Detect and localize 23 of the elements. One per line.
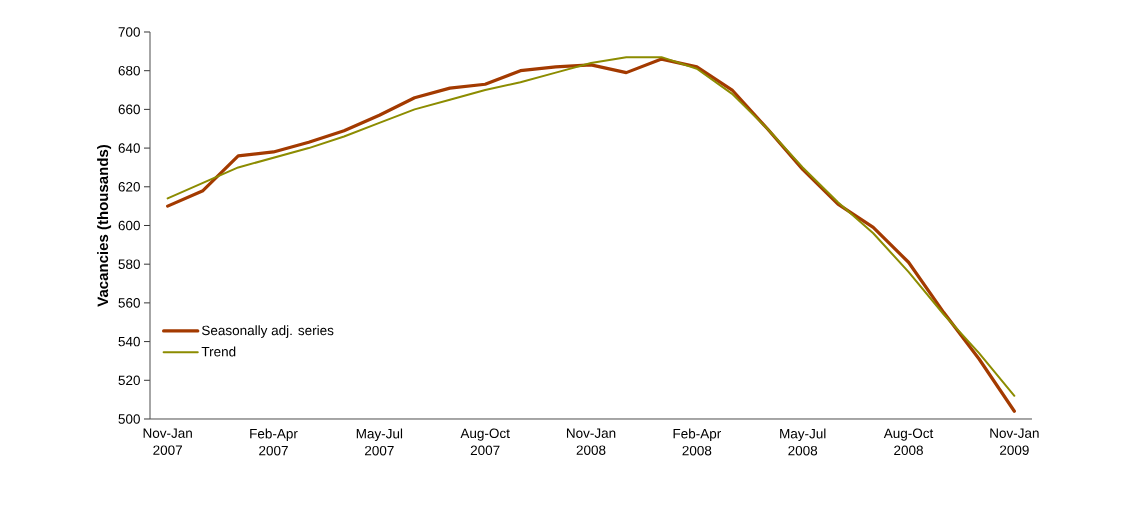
y-tick-label: 520: [118, 375, 140, 386]
y-tick-label: 700: [118, 27, 140, 37]
y-tick-label: 680: [118, 65, 140, 76]
y-tick-label: 660: [118, 104, 140, 115]
y-tick-label: 500: [118, 414, 140, 424]
y-tick-label: 640: [118, 143, 140, 153]
x-tick-label: Feb-Apr 2007: [250, 428, 298, 456]
x-tick-label: Feb-Apr 2008: [673, 428, 721, 456]
legend-label: Trend: [201, 346, 236, 357]
y-axis-title: Vacancies (thousands): [97, 144, 112, 307]
y-tick-label: 580: [118, 259, 140, 269]
x-tick-label: Aug-Oct 2007: [460, 428, 510, 456]
x-tick-label: Aug-Oct 2008: [883, 428, 934, 456]
x-tick-label: Nov-Jan 2007: [143, 428, 192, 455]
legend-label: Seasonally adj. series: [201, 325, 334, 338]
y-tick-label: 540: [118, 336, 140, 347]
x-tick-label: Nov-Jan 2008: [566, 428, 616, 455]
x-tick-label: May-Jul 2008: [780, 428, 826, 456]
y-tick-label: 560: [118, 298, 140, 308]
y-tick-label: 600: [118, 220, 140, 231]
y-tick-label: 620: [118, 182, 140, 192]
x-tick-label: May-Jul 2007: [356, 428, 403, 456]
x-tick-label: Nov-Jan 2009: [990, 428, 1039, 455]
